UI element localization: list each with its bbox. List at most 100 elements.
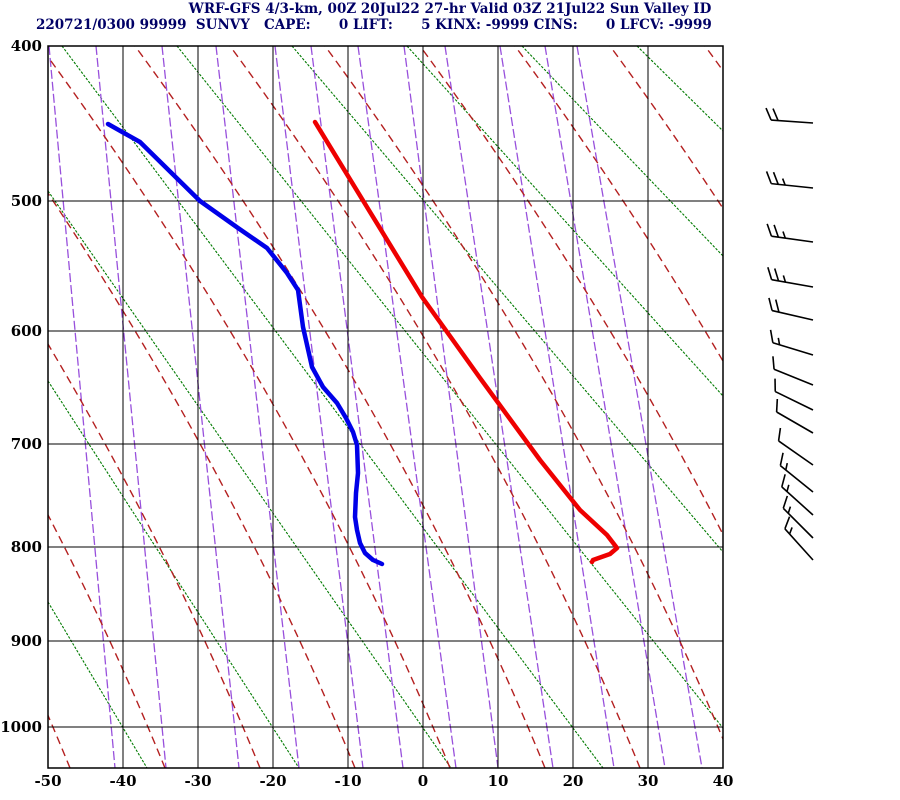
barb-half-feather [788,527,793,535]
mixing-ratio-line [161,46,240,768]
barb-staff [784,528,814,561]
pressure-tick-label: 400 [11,37,42,55]
dry-adiabat-line [48,601,148,768]
chart-subtitle-indices: 220721/0300 99999 SUNVY CAPE: 0 LIFT: 5 … [36,17,712,33]
temperature-tick-label: 30 [638,772,659,790]
plot-border [47,45,724,769]
temperature-tick-label: 20 [563,772,584,790]
barb-full-feather [766,223,773,237]
barb-staff [773,368,814,386]
wind-barb [766,223,814,243]
mixing-ratio-line [403,46,499,768]
pressure-tick-label: 500 [11,192,42,210]
barb-full-feather [781,474,786,488]
barb-half-feather [777,337,781,345]
barb-full-feather [772,108,779,121]
dry-adiabat-line [521,46,723,257]
temperature-tick-label: 40 [713,772,734,790]
wind-barb [774,378,814,411]
dry-adiabat-line [176,46,723,729]
barb-full-feather [773,268,780,282]
dry-adiabat-line [406,46,723,397]
barb-half-feather [787,506,792,514]
barb-half-feather [782,275,787,283]
temperature-tick-label: 0 [418,772,428,790]
barb-staff [771,309,814,321]
barb-full-feather [765,107,772,121]
wind-barb [768,297,814,321]
wind-barb [782,495,814,539]
grid [47,45,724,769]
wind-barb [784,516,814,561]
barb-staff [776,411,814,434]
mixing-ratio-line [95,46,167,768]
barb-full-feather [769,329,774,343]
barb-full-feather [779,452,784,466]
temperature-tick-label: -10 [334,772,361,790]
wind-barb [772,356,814,386]
dewpoint-trace [105,121,385,567]
wind-barb [767,267,814,288]
barb-full-feather [772,356,775,370]
pressure-tick-label: 600 [11,322,42,340]
barb-full-feather [777,427,782,442]
mixing-ratio-line [310,46,404,768]
moist-adiabat-line [609,46,723,210]
background-isopleths [48,46,723,768]
sounding-traces [105,119,620,567]
wind-barb [777,427,814,466]
dry-adiabat-line [48,190,452,768]
mixing-ratio-line [576,46,703,768]
moist-adiabat-line [134,46,546,768]
wind-barb [765,107,814,124]
barb-full-feather [773,224,780,238]
moist-adiabat-line [48,342,261,768]
barb-half-feather [782,231,787,239]
mixing-ratio-line [544,46,666,768]
dry-adiabat-line [636,46,723,132]
barb-staff [774,390,814,411]
barb-full-feather [772,171,779,185]
temperature-tick-label: -50 [34,772,61,790]
pressure-tick-label: 800 [11,538,42,556]
barb-full-feather [774,299,780,313]
barb-half-feather [781,178,786,186]
moist-adiabat-line [48,55,451,768]
pressure-tick-label: 700 [11,435,42,453]
temperature-tick-label: -20 [259,772,286,790]
barb-full-feather [784,516,791,530]
mixing-ratio-line [357,46,457,768]
dry-adiabat-line [291,46,723,553]
temperature-tick-label: -40 [109,772,136,790]
moist-adiabat-line [229,46,641,768]
wind-barbs [765,107,814,561]
dry-adiabat-line [61,46,604,768]
wind-barb [765,171,814,189]
moist-adiabat-line [419,46,723,537]
temperature-tick-label: -30 [184,772,211,790]
temperature-trace [312,119,620,565]
barb-full-feather [768,297,773,311]
axis-labels: 400 500 600 700 800 900 1000 -50 -40 -30 -20 -10 0 10… [0,37,733,790]
wind-barb [775,398,814,434]
moist-adiabat-line [514,46,723,363]
moist-adiabat-line [48,192,356,768]
dry-adiabat-line [48,380,300,768]
barb-full-feather [767,267,773,280]
chart-title: WRF-GFS 4/3-km, 00Z 20Jul22 27-hr Valid … [188,1,712,17]
barb-half-feather [785,462,789,471]
barb-full-feather [775,398,779,413]
wind-barb [769,329,814,356]
barb-full-feather [782,495,789,509]
temperature-tick-label: 10 [488,772,509,790]
wind-barb [779,452,814,493]
barb-staff [778,440,814,466]
barb-full-feather [765,171,772,184]
mixing-ratio-line [48,46,116,768]
moist-adiabat-line [704,46,723,72]
moist-adiabat-line [324,46,723,741]
barb-staff [781,486,814,516]
barb-staff [771,278,814,288]
mixing-ratio-line [274,46,364,768]
